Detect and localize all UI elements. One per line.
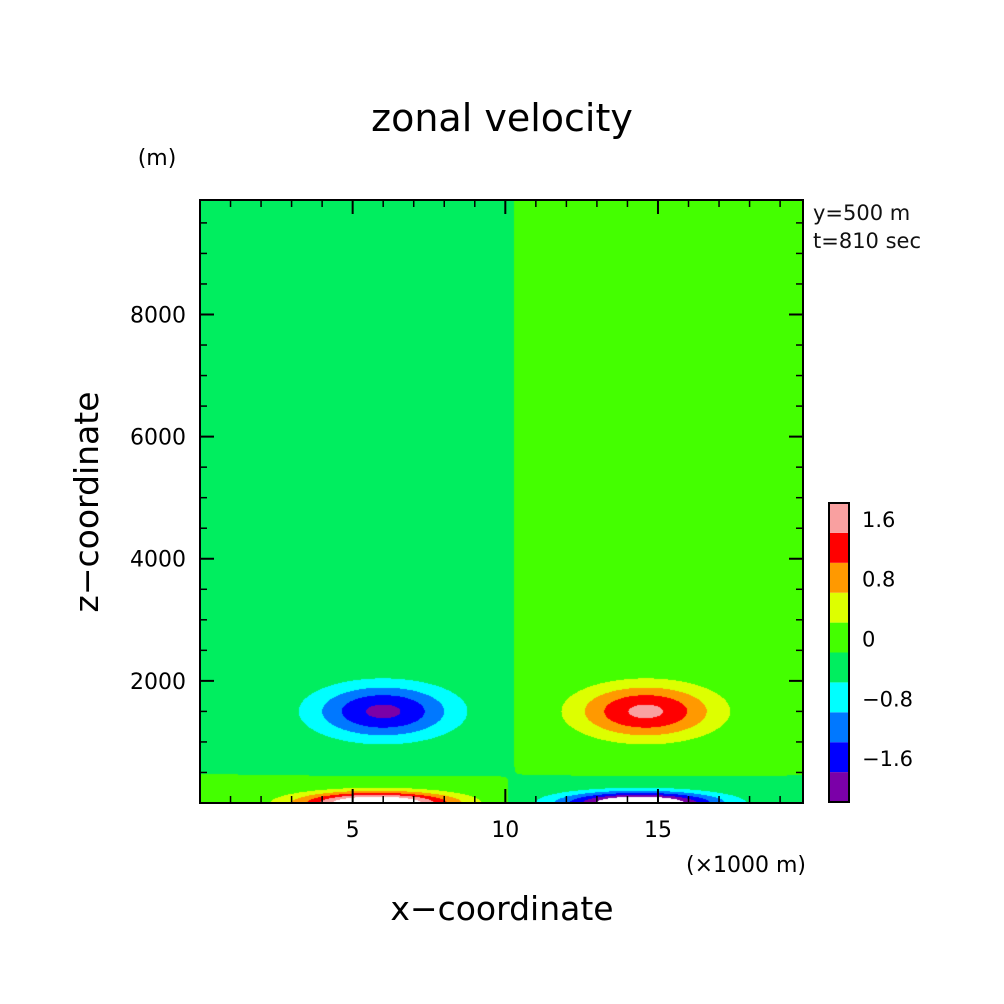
colorbar-swatch <box>829 622 849 653</box>
y-axis-ticks: 2000 4000 6000 8000 <box>130 303 803 695</box>
colorbar-swatch <box>829 652 849 683</box>
colorbar-tick-label: −1.6 <box>862 747 913 771</box>
velocity-field <box>200 200 803 803</box>
colorbar-frame <box>828 502 850 803</box>
y-unit-label: (m) <box>138 146 177 171</box>
annotation-y: y=500 m <box>813 201 910 225</box>
x-unit-label: (×1000 m) <box>686 853 806 878</box>
colorbar-swatch <box>829 772 849 802</box>
colorbar-swatch <box>829 532 849 563</box>
colorbar-tick-label: −0.8 <box>862 687 913 711</box>
plot-frame <box>199 199 804 804</box>
colorbar-swatch <box>829 712 849 743</box>
x-tick-label: 5 <box>346 818 360 843</box>
y-tick-label: 4000 <box>130 548 186 573</box>
chart-title: zonal velocity <box>371 96 633 140</box>
colorbar: −1.6 −0.8 0 0.8 1.6 <box>828 502 913 803</box>
y-tick-label: 2000 <box>130 670 186 695</box>
x-tick-label: 10 <box>491 818 519 843</box>
y-tick-label: 6000 <box>130 426 186 451</box>
plot-area <box>200 200 803 803</box>
colorbar-swatch <box>829 503 849 533</box>
colorbar-tick-label: 0.8 <box>862 568 895 592</box>
colorbar-swatch <box>829 592 849 623</box>
minor-ticks <box>200 200 803 803</box>
colorbar-tick-label: 0 <box>862 628 875 652</box>
colorbar-tick-label: 1.6 <box>862 508 895 532</box>
y-tick-label: 8000 <box>130 303 186 328</box>
colorbar-swatch <box>829 562 849 593</box>
annotation-t: t=810 sec <box>813 229 921 253</box>
x-axis-ticks: 5 10 15 <box>346 200 672 843</box>
colorbar-swatch <box>829 742 849 773</box>
y-axis-label: z−coordinate <box>67 392 106 613</box>
colorbar-swatch <box>829 682 849 713</box>
x-axis-label: x−coordinate <box>390 889 613 928</box>
x-tick-label: 15 <box>644 818 672 843</box>
